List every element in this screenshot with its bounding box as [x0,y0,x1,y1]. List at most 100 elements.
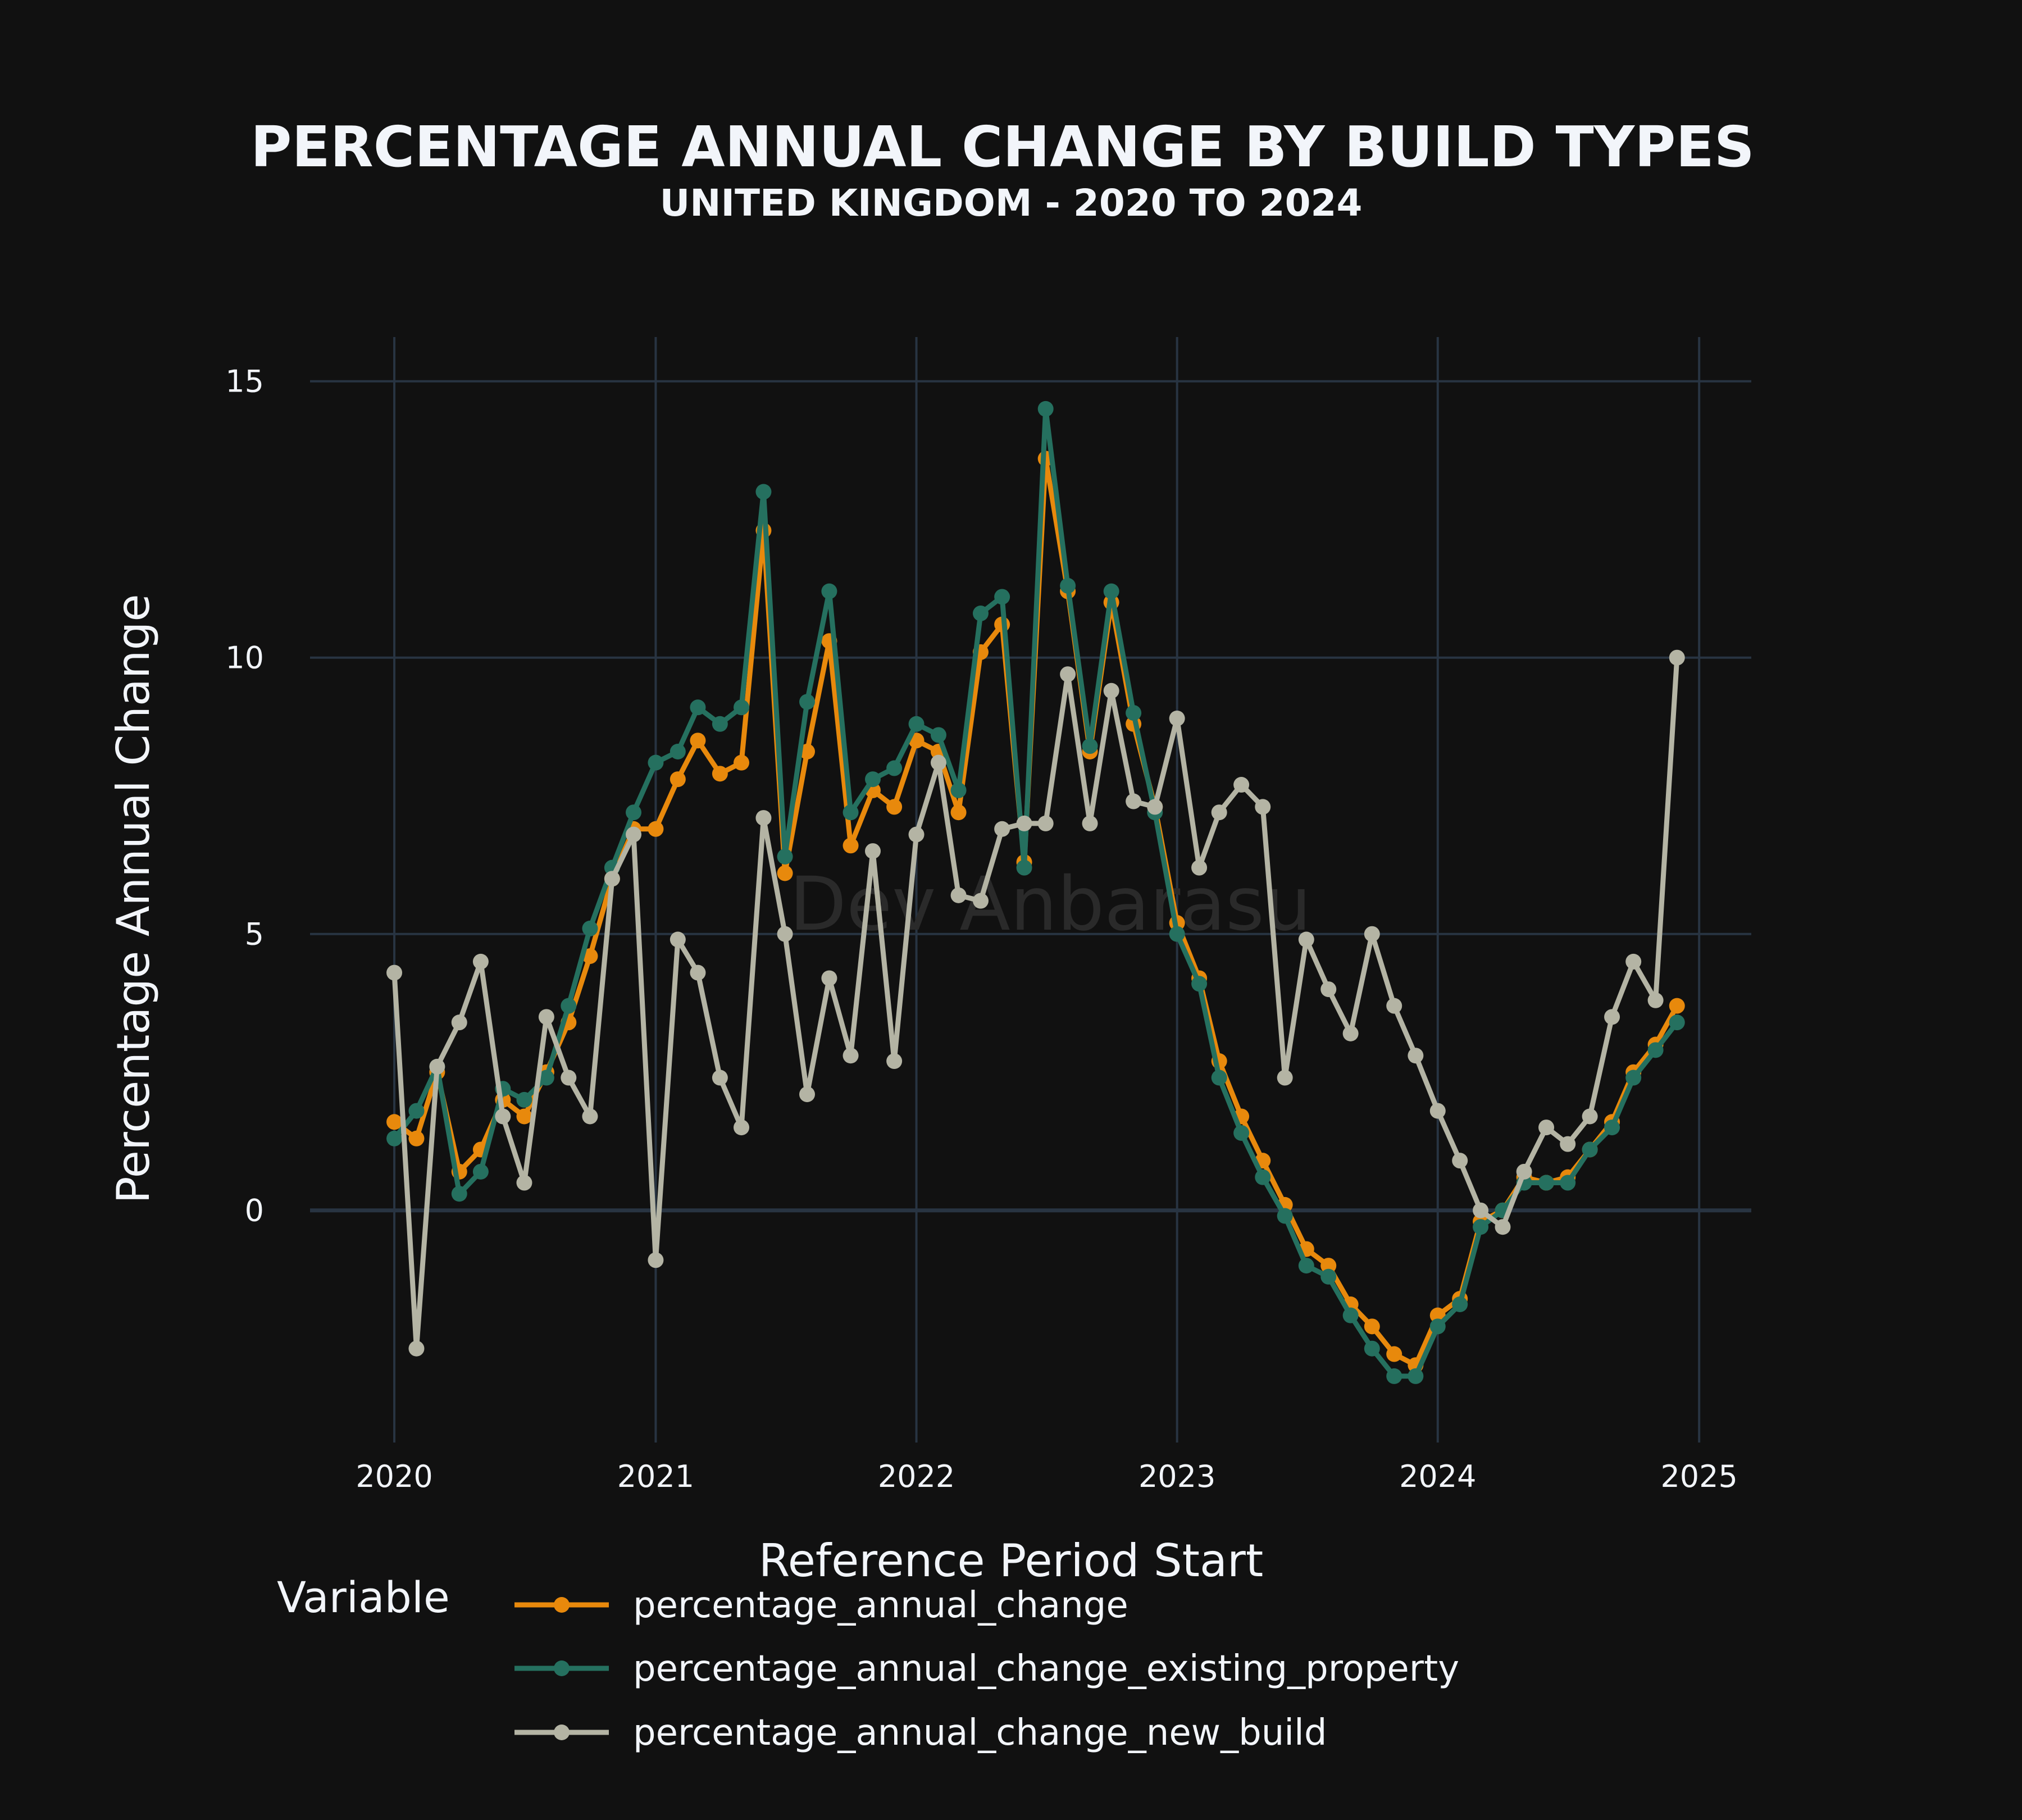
data-point [842,804,859,821]
legend-title: Variable [277,1572,450,1622]
data-point [1647,1042,1664,1058]
data-point [1277,1208,1293,1224]
data-point [799,694,816,710]
data-point [1538,1120,1555,1136]
data-point [1364,926,1380,942]
data-point [1277,1070,1293,1086]
data-point [1452,1296,1468,1312]
legend-item[interactable]: percentage_annual_change [514,1585,1128,1626]
data-point [386,964,403,981]
chart-title: PERCENTAGE ANNUAL CHANGE BY BUILD TYPES [251,114,1755,180]
data-point [712,716,728,732]
data-point [1211,804,1227,821]
data-point [886,799,903,815]
data-point [670,771,686,788]
data-point [1342,1025,1359,1041]
data-point [1560,1175,1576,1191]
legend: Variable percentage_annual_changepercent… [277,1572,1459,1754]
data-point [408,1340,425,1357]
data-point [1191,976,1208,992]
data-point [1060,577,1076,594]
data-point [755,810,772,826]
data-point [1082,815,1098,831]
data-point [1516,1163,1532,1180]
data-point [864,843,881,859]
data-point [582,948,598,964]
data-point [648,821,664,837]
data-point [1082,738,1098,754]
data-point [538,1070,554,1086]
y-tick-label: 10 [225,640,264,676]
x-tick-label: 2020 [356,1459,432,1494]
data-point [842,1048,859,1064]
data-point [1298,931,1314,948]
data-point [516,1175,532,1191]
legend-marker-swatch [554,1725,570,1740]
data-point [908,716,925,732]
legend-item[interactable]: percentage_annual_change_existing_proper… [514,1648,1459,1690]
data-point [1103,683,1119,699]
y-tick-label: 5 [245,917,264,952]
data-point [842,838,859,854]
data-point [1560,1136,1576,1152]
x-tick-label: 2025 [1660,1459,1737,1494]
data-point [799,744,816,759]
data-point [1016,815,1032,831]
x-tick-label: 2021 [617,1459,694,1494]
data-point [561,998,577,1014]
data-point [408,1103,425,1119]
data-point [1669,1014,1685,1031]
data-point [1625,1070,1642,1086]
legend-label: percentage_annual_change_existing_proper… [633,1648,1459,1690]
data-point [950,887,967,903]
x-tick-label: 2023 [1138,1459,1215,1494]
data-point [1126,793,1142,809]
data-point [821,583,837,599]
data-point [472,953,489,970]
data-point [516,1091,532,1108]
data-point [582,1108,598,1125]
data-point [648,1252,664,1268]
data-point [408,1130,425,1146]
data-point [950,782,967,798]
data-point [734,699,750,716]
data-point [930,727,946,743]
data-point [1255,799,1271,815]
data-point [451,1014,467,1031]
data-point [495,1108,511,1125]
data-point [670,744,686,759]
series-line [391,657,1680,1352]
data-point [1386,1346,1402,1362]
series-layer [386,401,1685,1384]
data-point [1060,666,1076,683]
data-point [1191,859,1208,876]
data-point [1037,401,1054,417]
data-point [1669,998,1685,1014]
data-point [582,920,598,936]
data-point [670,931,686,948]
data-point [1320,981,1337,998]
data-point [1147,799,1163,815]
data-point [930,754,946,771]
data-point [690,964,706,981]
data-point [451,1186,467,1202]
data-point [1582,1141,1598,1158]
y-tick-label: 0 [245,1193,264,1229]
data-point [626,804,642,821]
data-point [994,821,1010,837]
legend-item[interactable]: percentage_annual_change_new_build [514,1712,1327,1754]
data-point [886,1053,903,1070]
data-point [472,1163,489,1180]
data-point [1452,1153,1468,1169]
data-point [799,1086,816,1103]
data-point [386,1130,403,1146]
data-point [1342,1307,1359,1323]
data-point [1320,1258,1337,1274]
data-point [1669,649,1685,666]
data-point [1016,859,1032,876]
data-point [1126,705,1142,721]
data-point [1037,815,1054,831]
tick-layer: 2020 2021 2022 2023 2024 2025 0 5 10 15 [225,364,1738,1494]
